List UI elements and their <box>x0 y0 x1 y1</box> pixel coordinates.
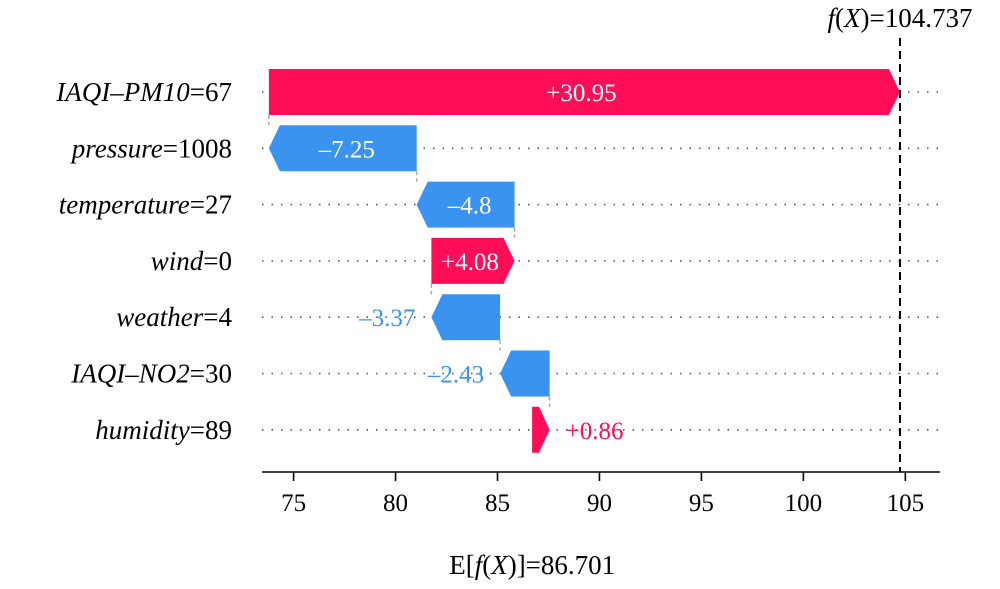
feature-name: wind <box>151 246 204 276</box>
feature-name: humidity <box>95 415 190 445</box>
bar-value-label: +4.08 <box>441 249 499 276</box>
feature-label: temperature=27 <box>59 190 232 220</box>
feature-label: IAQI–PM10=67 <box>55 77 232 107</box>
bar-value-label: –2.43 <box>427 362 484 389</box>
bar-value-label: –3.37 <box>358 305 415 332</box>
fx-annotation: f(X)=104.737 <box>827 3 972 33</box>
contribution-bar <box>268 125 417 172</box>
feature-name: weather <box>116 302 203 332</box>
x-tick-label: 100 <box>785 490 823 517</box>
x-tick-label: 95 <box>689 490 714 517</box>
feature-value: =89 <box>190 415 232 445</box>
feature-label: pressure=1008 <box>70 133 232 163</box>
x-tick-label: 85 <box>485 490 510 517</box>
feature-label: humidity=89 <box>95 415 232 445</box>
feature-labels: IAQI–PM10=67 pressure=1008 temperature=27 w… <box>55 77 232 445</box>
x-axis: 75 80 85 90 95 100 105 <box>262 471 940 517</box>
feature-value: =67 <box>190 77 232 107</box>
feature-name: IAQI–PM10 <box>55 77 190 107</box>
ex-annotation: E[f(X)]=86.701 <box>449 550 615 580</box>
feature-value: =4 <box>203 302 232 332</box>
contribution-bars: +30.95 –7.25 –4.8 +4.08 –3.37 –2.43 +0.86 <box>268 69 900 453</box>
x-tick-label: 80 <box>383 490 408 517</box>
feature-value: =27 <box>190 190 232 220</box>
feature-value: =0 <box>203 246 232 276</box>
bar-value-label: +0.86 <box>566 418 624 445</box>
contribution-bar <box>532 406 550 453</box>
feature-name: IAQI–NO2 <box>70 359 189 389</box>
connector-lines <box>268 115 551 407</box>
feature-name: temperature <box>59 190 190 220</box>
contribution-bar <box>500 350 550 397</box>
x-tick-label: 75 <box>281 490 306 517</box>
x-tick-label: 90 <box>587 490 612 517</box>
bar-value-label: –4.8 <box>447 193 492 220</box>
contribution-bar <box>431 294 501 341</box>
bar-value-label: –7.25 <box>318 136 375 163</box>
x-tick-label: 105 <box>887 490 925 517</box>
bar-value-label: +30.95 <box>546 80 616 107</box>
feature-name: pressure <box>70 133 163 163</box>
contribution-bar <box>431 237 515 284</box>
feature-label: weather=4 <box>116 302 232 332</box>
feature-label: IAQI–NO2=30 <box>70 359 232 389</box>
contribution-bar <box>268 69 900 115</box>
feature-value: =30 <box>190 359 232 389</box>
feature-label: wind=0 <box>151 246 232 276</box>
contribution-bar <box>416 181 515 228</box>
feature-value: =1008 <box>163 133 232 163</box>
